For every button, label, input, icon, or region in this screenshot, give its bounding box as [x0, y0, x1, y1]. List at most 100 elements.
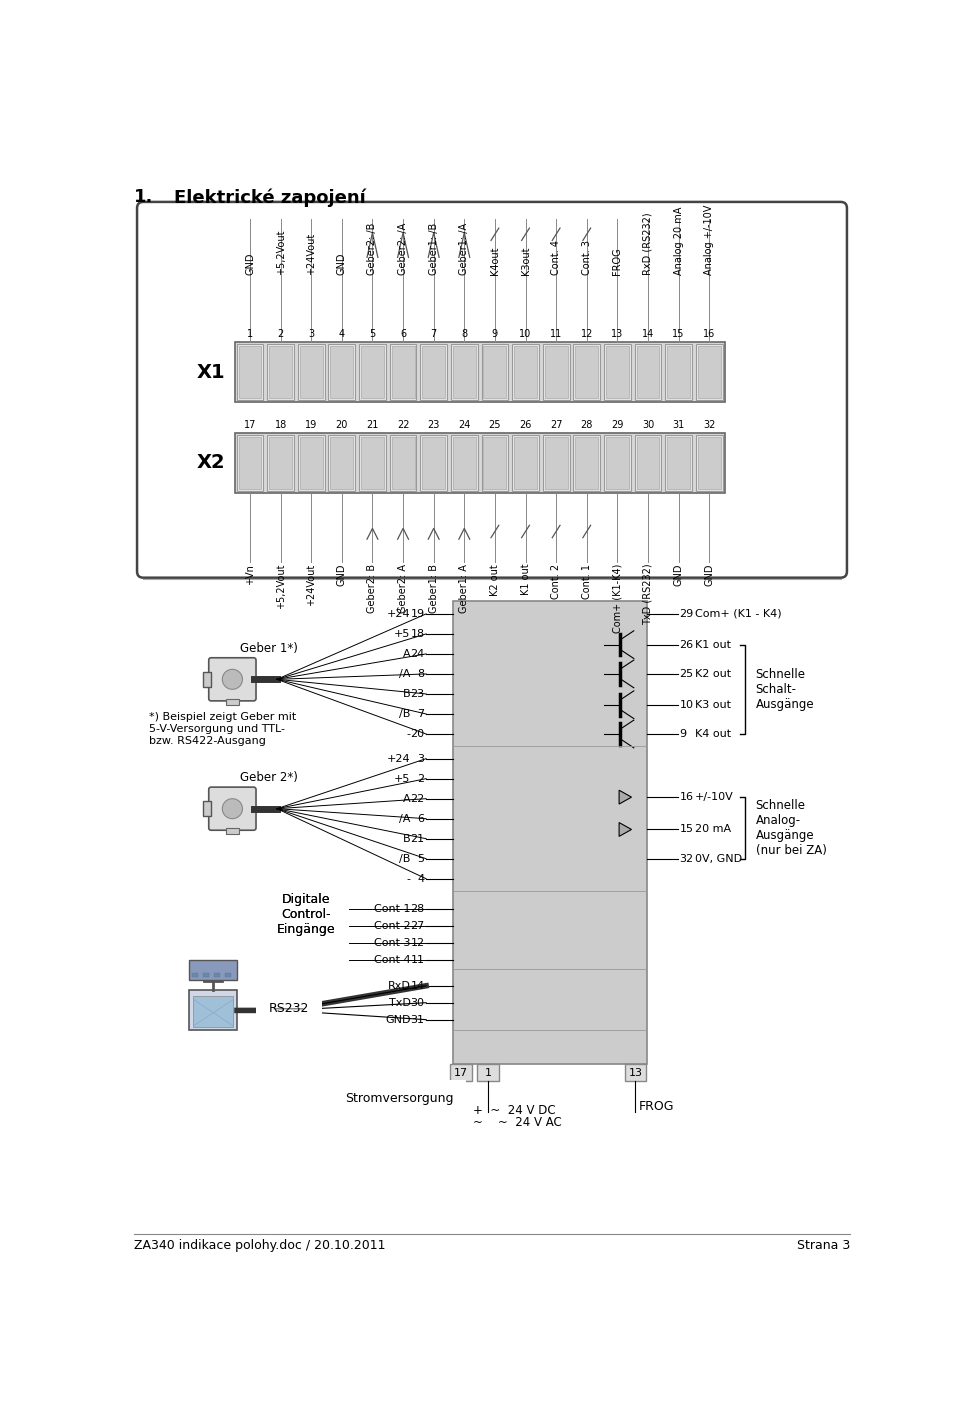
Text: +24Vout: +24Vout — [306, 232, 316, 275]
Bar — [361, 347, 384, 398]
Text: +24: +24 — [387, 753, 411, 764]
Bar — [575, 347, 598, 398]
Bar — [361, 436, 384, 489]
Text: 14: 14 — [411, 981, 424, 991]
Bar — [300, 347, 323, 398]
Text: -: - — [407, 874, 411, 884]
Text: 3: 3 — [418, 753, 424, 764]
Text: 2: 2 — [277, 329, 284, 339]
Text: 0V, GND: 0V, GND — [695, 854, 742, 864]
Bar — [298, 435, 324, 491]
Bar — [515, 347, 537, 398]
Text: Geber2: B: Geber2: B — [368, 563, 377, 613]
Bar — [239, 347, 261, 398]
Text: 25: 25 — [489, 419, 501, 429]
Text: 18: 18 — [275, 419, 287, 429]
Text: 10: 10 — [519, 329, 532, 339]
Bar — [193, 995, 233, 1027]
Text: Geber2: /B: Geber2: /B — [368, 222, 377, 275]
Text: K1 out: K1 out — [520, 563, 531, 596]
Bar — [665, 344, 692, 401]
Text: 8: 8 — [418, 669, 424, 679]
Text: 22: 22 — [410, 794, 424, 804]
Bar — [359, 435, 386, 491]
Text: 19: 19 — [411, 609, 424, 619]
Bar — [636, 347, 660, 398]
FancyBboxPatch shape — [208, 787, 256, 830]
Text: A: A — [403, 649, 411, 659]
Text: 11: 11 — [550, 329, 563, 339]
Bar — [635, 435, 661, 491]
Text: +5: +5 — [395, 629, 411, 639]
Bar — [698, 436, 721, 489]
Text: +5,2Vout: +5,2Vout — [276, 230, 286, 275]
Bar — [696, 435, 723, 491]
Bar — [451, 435, 478, 491]
Text: 24: 24 — [410, 649, 424, 659]
Bar — [269, 436, 292, 489]
Text: 29: 29 — [680, 609, 694, 619]
Bar — [482, 344, 508, 401]
Text: 13: 13 — [629, 1068, 642, 1078]
Text: 17: 17 — [454, 1068, 468, 1078]
Text: +24Vout: +24Vout — [306, 563, 316, 606]
Text: +24: +24 — [387, 609, 411, 619]
Bar — [665, 435, 692, 491]
Text: GND: GND — [385, 1015, 411, 1025]
Bar — [450, 1064, 472, 1081]
Text: 6: 6 — [418, 814, 424, 824]
Bar — [236, 435, 263, 491]
Text: 16: 16 — [703, 329, 715, 339]
Bar — [512, 435, 539, 491]
Text: 1: 1 — [485, 1068, 492, 1078]
Text: Geber1: A: Geber1: A — [459, 563, 469, 613]
Text: 23: 23 — [411, 689, 424, 699]
Text: 9: 9 — [492, 329, 498, 339]
Bar — [267, 344, 294, 401]
Text: X1: X1 — [197, 362, 226, 382]
Text: 27: 27 — [550, 419, 563, 429]
Text: 3: 3 — [308, 329, 314, 339]
Text: TxD: TxD — [389, 998, 411, 1008]
Bar — [390, 435, 417, 491]
Text: +  ~  24 V DC: + ~ 24 V DC — [472, 1104, 555, 1117]
Text: Cont 3: Cont 3 — [374, 938, 411, 948]
Text: 32: 32 — [680, 854, 694, 864]
Text: 28: 28 — [581, 419, 593, 429]
Bar — [189, 991, 237, 1031]
Text: 6: 6 — [400, 329, 406, 339]
Text: 22: 22 — [396, 419, 409, 429]
Text: K4out: K4out — [490, 247, 500, 275]
Text: Strana 3: Strana 3 — [797, 1239, 850, 1252]
Bar — [227, 699, 239, 704]
Text: FROG: FROG — [612, 248, 622, 275]
Bar — [420, 344, 447, 401]
Bar — [214, 974, 220, 977]
Bar — [298, 344, 324, 401]
Text: 30: 30 — [642, 419, 654, 429]
Bar — [392, 436, 415, 489]
Bar — [192, 974, 199, 977]
Text: Com+ (K1-K4): Com+ (K1-K4) — [612, 563, 622, 633]
Text: Elektrické zapojení: Elektrické zapojení — [175, 188, 366, 207]
Text: Digitale
Control-
Eingänge: Digitale Control- Eingänge — [276, 893, 335, 935]
Text: 7: 7 — [430, 329, 437, 339]
Bar — [390, 344, 417, 401]
Text: *) Beispiel zeigt Geber mit: *) Beispiel zeigt Geber mit — [150, 712, 297, 722]
Text: 16: 16 — [680, 791, 693, 803]
Text: 27: 27 — [410, 921, 424, 931]
Text: 21: 21 — [411, 834, 424, 844]
Bar — [698, 347, 721, 398]
Text: 28: 28 — [410, 904, 424, 914]
Bar — [392, 347, 415, 398]
Bar — [484, 347, 506, 398]
Text: 10: 10 — [680, 700, 693, 710]
Text: GND: GND — [674, 563, 684, 586]
Text: K3 out: K3 out — [695, 700, 732, 710]
Text: Geber2: A: Geber2: A — [398, 563, 408, 613]
Text: Geber1: /A: Geber1: /A — [459, 222, 469, 275]
Text: Geber1: B: Geber1: B — [429, 563, 439, 613]
Text: 31: 31 — [411, 1015, 424, 1025]
Bar — [453, 347, 476, 398]
Text: Cont. 3: Cont. 3 — [582, 240, 591, 275]
